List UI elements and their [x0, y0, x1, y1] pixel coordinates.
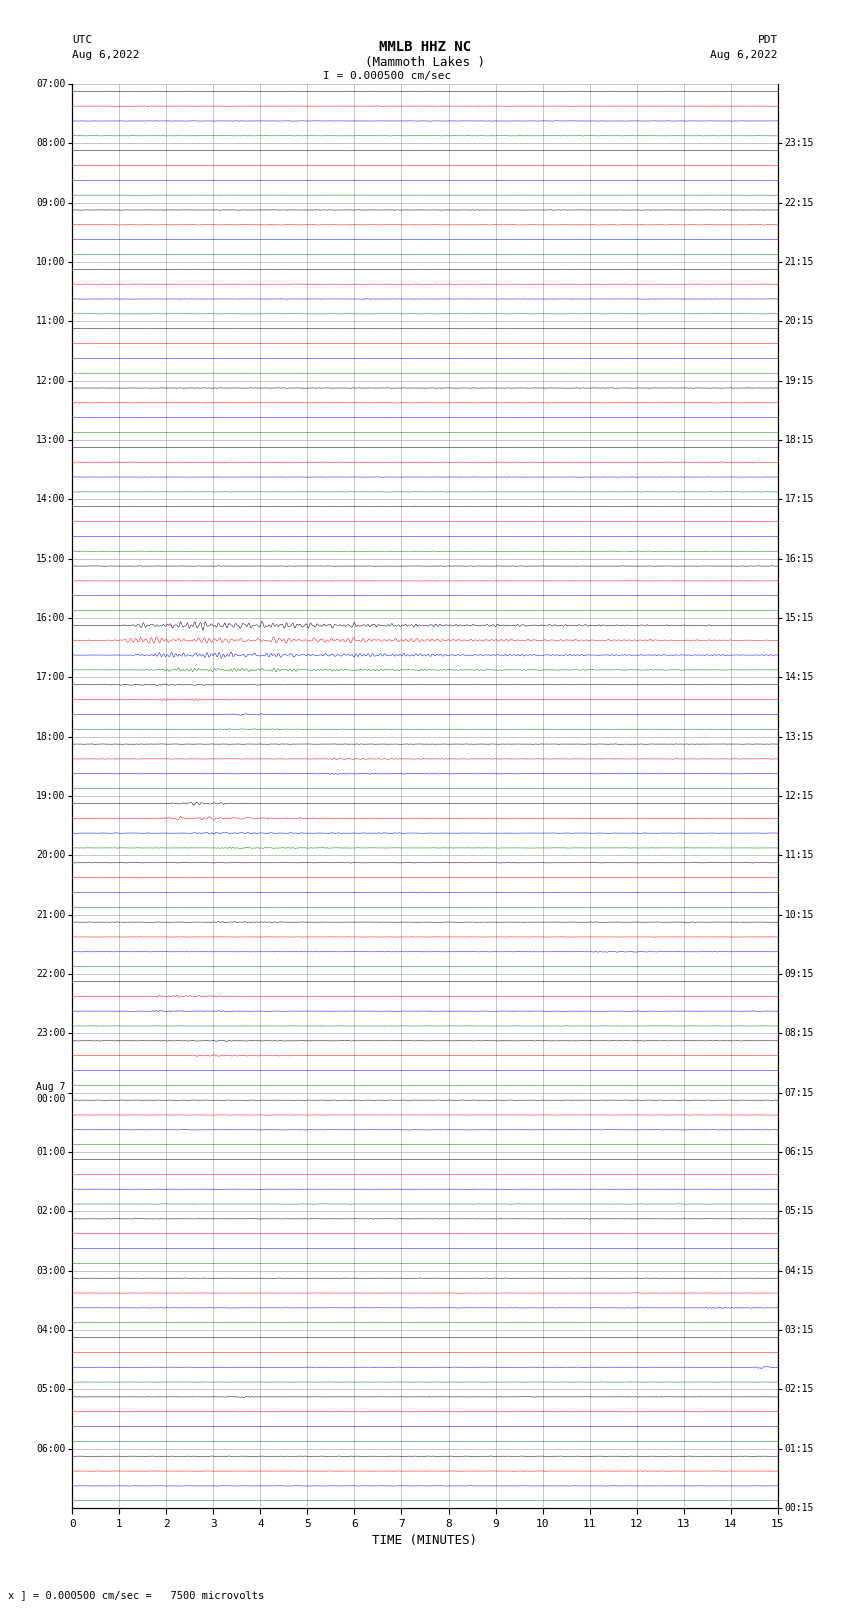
Text: MMLB HHZ NC: MMLB HHZ NC	[379, 40, 471, 55]
Text: x ] = 0.000500 cm/sec =   7500 microvolts: x ] = 0.000500 cm/sec = 7500 microvolts	[8, 1590, 264, 1600]
Text: Aug 6,2022: Aug 6,2022	[72, 50, 139, 60]
X-axis label: TIME (MINUTES): TIME (MINUTES)	[372, 1534, 478, 1547]
Text: PDT: PDT	[757, 35, 778, 45]
Text: (Mammoth Lakes ): (Mammoth Lakes )	[365, 56, 485, 69]
Text: Aug 6,2022: Aug 6,2022	[711, 50, 778, 60]
Text: I = 0.000500 cm/sec: I = 0.000500 cm/sec	[323, 71, 450, 81]
Text: UTC: UTC	[72, 35, 93, 45]
